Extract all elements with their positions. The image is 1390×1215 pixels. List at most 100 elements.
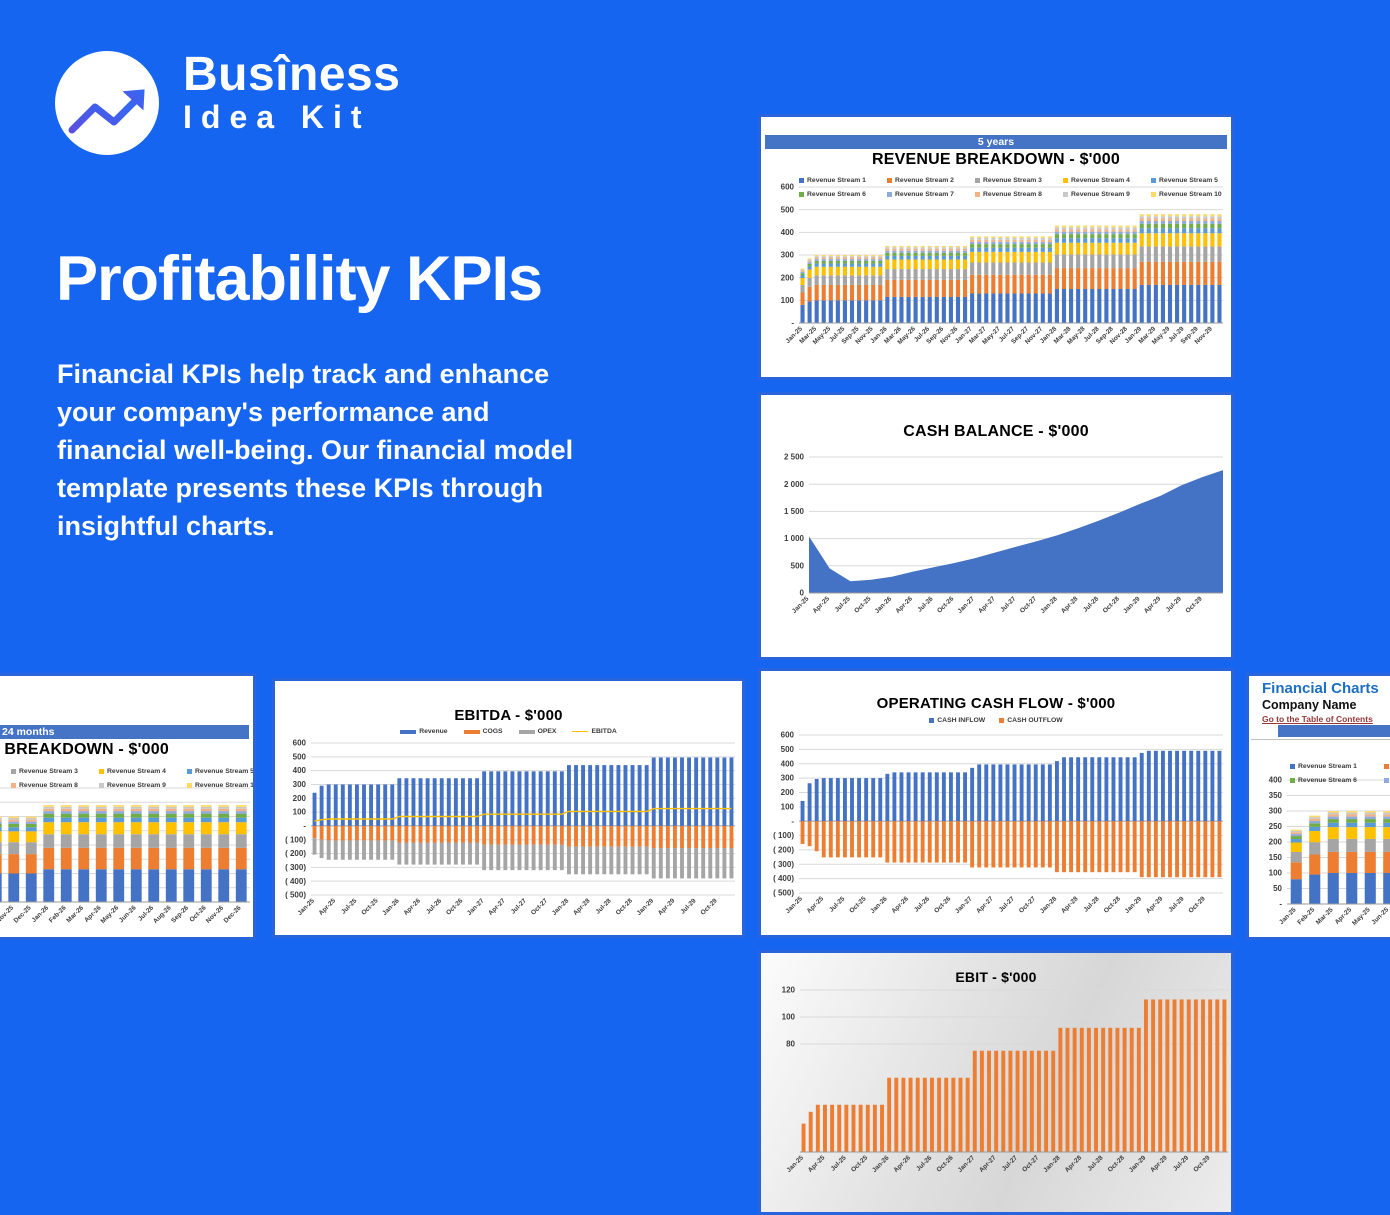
svg-text:Jul-28: Jul-28 bbox=[1083, 895, 1102, 914]
legend-item: EBITDA bbox=[572, 728, 617, 735]
svg-text:Jul-26: Jul-26 bbox=[425, 897, 444, 916]
svg-text:Oct-28: Oct-28 bbox=[1102, 595, 1122, 615]
legend-item: Revenue Stream 10 bbox=[187, 778, 253, 792]
table-of-contents-link[interactable]: Go to the Table of Contents bbox=[1262, 714, 1373, 724]
svg-text:Apr-25: Apr-25 bbox=[806, 895, 826, 915]
svg-text:( 200): ( 200) bbox=[773, 846, 794, 855]
svg-text:Jan-28: Jan-28 bbox=[1042, 1154, 1062, 1174]
svg-text:500: 500 bbox=[781, 205, 795, 214]
svg-text:0: 0 bbox=[800, 589, 805, 598]
svg-text:Jan-29: Jan-29 bbox=[1128, 1154, 1148, 1174]
svg-text:Oct-27: Oct-27 bbox=[1019, 595, 1039, 615]
svg-text:Apr-28: Apr-28 bbox=[1064, 1154, 1084, 1174]
svg-text:Dec-25: Dec-25 bbox=[13, 904, 33, 924]
svg-text:Apr-26: Apr-26 bbox=[892, 1154, 912, 1174]
svg-text:100: 100 bbox=[293, 808, 307, 817]
chart-card-ebitda: 600 500 400 300 200 100 - ( 100) ( 200) ( 300) ( 4… bbox=[272, 678, 745, 938]
svg-text:Apr-29: Apr-29 bbox=[657, 897, 677, 917]
svg-text:Jul-28: Jul-28 bbox=[1082, 595, 1101, 614]
trend-arrow-icon bbox=[55, 51, 159, 155]
svg-text:( 300): ( 300) bbox=[773, 860, 794, 869]
svg-text:Mar-26: Mar-26 bbox=[65, 904, 85, 924]
svg-text:( 500): ( 500) bbox=[773, 889, 794, 898]
chart-plot: 600 500 400 300 200 100 - ( 100) ( 200) ( 300) ( 4… bbox=[285, 739, 735, 917]
svg-text:Nov-26: Nov-26 bbox=[205, 904, 226, 925]
svg-text:Jan-26: Jan-26 bbox=[381, 897, 401, 917]
legend-item: CASH OUTFLOW bbox=[999, 717, 1063, 724]
legend-item: Revenue Stream 4 bbox=[1063, 173, 1151, 187]
chart-title: REVENUE BREAKDOWN - $'000 bbox=[0, 741, 169, 758]
svg-text:May-25: May-25 bbox=[1351, 906, 1372, 927]
svg-text:Apr-26: Apr-26 bbox=[890, 895, 910, 915]
svg-text:600: 600 bbox=[293, 739, 307, 748]
svg-text:-: - bbox=[791, 319, 794, 328]
svg-text:150: 150 bbox=[1269, 853, 1283, 862]
svg-text:Jul-29: Jul-29 bbox=[679, 897, 698, 916]
svg-text:Oct-27: Oct-27 bbox=[1018, 895, 1038, 915]
svg-text:Jul-27: Jul-27 bbox=[999, 595, 1018, 614]
svg-text:Oct-26: Oct-26 bbox=[936, 595, 956, 615]
chart-card-financial-charts: 400 350 300 250 200 150 100 50 - Jan-25 Feb-25 Mar-… bbox=[1246, 673, 1390, 940]
svg-text:Apr-29: Apr-29 bbox=[1143, 595, 1163, 615]
svg-text:300: 300 bbox=[1269, 807, 1283, 816]
svg-text:( 300): ( 300) bbox=[285, 863, 306, 872]
svg-text:Apr-27: Apr-27 bbox=[975, 895, 995, 915]
svg-text:Apr-26: Apr-26 bbox=[402, 897, 422, 917]
chart-card-revenue-breakdown-24m: Jan-25Feb-25Mar-25Apr-25May-25Jun-25Jul-… bbox=[0, 673, 256, 940]
svg-text:Apr-29: Apr-29 bbox=[1149, 1154, 1169, 1174]
svg-text:Feb-25: Feb-25 bbox=[1296, 906, 1316, 926]
chart-card-cash-balance: 2 500 2 000 1 500 1 000 500 0 Jan-25 Apr-25 Jul-… bbox=[758, 392, 1234, 660]
svg-text:Oct-25: Oct-25 bbox=[850, 1154, 870, 1174]
svg-text:May-26: May-26 bbox=[100, 904, 121, 925]
brand-text: Busîness Idea Kit bbox=[183, 48, 401, 136]
description-line: Financial KPIs help track and enhance bbox=[57, 359, 550, 389]
svg-text:600: 600 bbox=[781, 731, 795, 740]
svg-text:Jan-29: Jan-29 bbox=[1122, 595, 1142, 615]
legend-item: CASH INFLOW bbox=[929, 717, 985, 724]
svg-text:-: - bbox=[791, 817, 794, 826]
svg-text:Oct-28: Oct-28 bbox=[615, 897, 635, 917]
svg-text:Oct-29: Oct-29 bbox=[1192, 1154, 1212, 1174]
brand-name-bottom: Idea Kit bbox=[183, 99, 371, 136]
svg-text:Jan-28: Jan-28 bbox=[1039, 895, 1059, 915]
svg-text:Oct-25: Oct-25 bbox=[848, 895, 868, 915]
svg-text:Jul-29: Jul-29 bbox=[1172, 1154, 1191, 1173]
legend-item: Revenue bbox=[400, 728, 448, 735]
svg-text:Apr-28: Apr-28 bbox=[1060, 895, 1080, 915]
svg-text:( 500): ( 500) bbox=[285, 891, 306, 900]
divider bbox=[1251, 739, 1390, 740]
svg-text:Oct-26: Oct-26 bbox=[445, 897, 465, 917]
svg-text:400: 400 bbox=[1269, 776, 1283, 785]
svg-text:Oct-29: Oct-29 bbox=[699, 897, 719, 917]
svg-text:Jul-25: Jul-25 bbox=[828, 895, 847, 914]
period-header-bar bbox=[1278, 725, 1390, 737]
svg-text:Jan-27: Jan-27 bbox=[957, 1154, 977, 1174]
svg-text:Jan-29: Jan-29 bbox=[1124, 895, 1144, 915]
promo-page: { "theme":{"background":"#1565F0","card_… bbox=[0, 48, 1390, 1215]
brand-name-top: Busîness bbox=[183, 48, 401, 101]
svg-text:500: 500 bbox=[791, 561, 805, 570]
legend-item: Revenue Stream 10 bbox=[1151, 187, 1231, 201]
svg-text:Oct-26: Oct-26 bbox=[936, 1154, 956, 1174]
legend-item: Revenue Stream 7 bbox=[1384, 773, 1390, 787]
svg-text:Apr-25: Apr-25 bbox=[318, 897, 338, 917]
chart-title: EBITDA - $'000 bbox=[454, 707, 563, 724]
svg-text:Jun-25: Jun-25 bbox=[1370, 906, 1390, 926]
svg-text:Apr-27: Apr-27 bbox=[977, 595, 997, 615]
legend-item: Revenue Stream 2 bbox=[1384, 759, 1390, 773]
svg-text:350: 350 bbox=[1269, 791, 1283, 800]
chart-legend: Revenue COGS OPEX EBITDA bbox=[275, 728, 742, 735]
svg-text:Apr-25: Apr-25 bbox=[812, 595, 832, 615]
legend-item: Revenue Stream 7 bbox=[887, 187, 975, 201]
svg-text:200: 200 bbox=[1269, 838, 1283, 847]
svg-text:120: 120 bbox=[782, 986, 796, 995]
svg-text:100: 100 bbox=[781, 296, 795, 305]
svg-text:Sep-26: Sep-26 bbox=[170, 904, 190, 924]
legend-item: Revenue Stream 1 bbox=[799, 173, 887, 187]
page-title: Profitability KPIs bbox=[56, 244, 543, 314]
svg-text:200: 200 bbox=[781, 788, 795, 797]
svg-text:300: 300 bbox=[781, 251, 795, 260]
legend-item: Revenue Stream 7 bbox=[0, 778, 11, 792]
